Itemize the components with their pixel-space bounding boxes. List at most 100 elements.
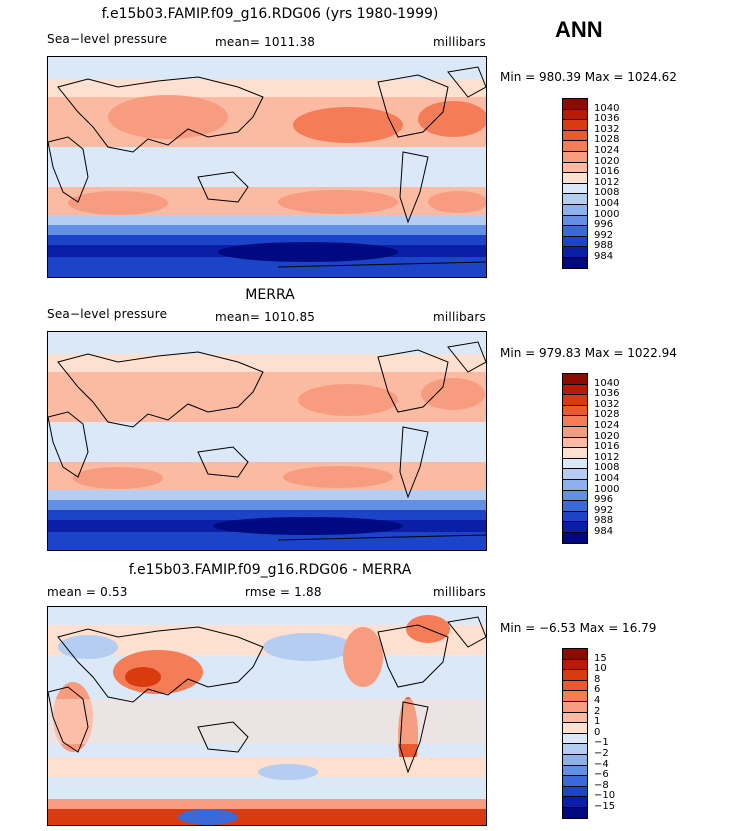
colorbar-label: 1012 bbox=[594, 451, 620, 463]
high-south-indian bbox=[73, 467, 163, 489]
high-north-atlantic bbox=[418, 101, 486, 137]
high-south-pacific bbox=[283, 466, 393, 488]
colorbar-label: 1016 bbox=[594, 166, 620, 178]
high-north-pacific bbox=[293, 107, 403, 143]
coastlines bbox=[48, 616, 486, 774]
panel3-title: f.e15b03.FAMIP.f09_g16.RDG06 - MERRA bbox=[128, 562, 412, 578]
high-south-pacific bbox=[278, 190, 398, 214]
colorbar-label: 1024 bbox=[594, 420, 620, 431]
season-label: ANN bbox=[555, 17, 603, 42]
neg-north-pacific bbox=[263, 633, 353, 661]
colorbar-label: −10 bbox=[594, 790, 616, 802]
panel3-mean-label: mean = 0.53 bbox=[47, 585, 128, 599]
colorbar-label: −4 bbox=[594, 758, 609, 770]
band-antarctica-2 bbox=[48, 809, 486, 825]
pos-tibet bbox=[125, 667, 161, 687]
high-north-pacific bbox=[298, 384, 398, 416]
colorbar-label: 992 bbox=[594, 229, 614, 241]
colorbar-swatch bbox=[562, 532, 588, 544]
panel1-mean-label: mean= 1011.38 bbox=[215, 35, 316, 49]
colorbar-label: 2 bbox=[594, 705, 601, 717]
colorbar-label: −2 bbox=[594, 748, 609, 759]
panel2-map bbox=[47, 331, 487, 551]
high-north-atlantic bbox=[421, 378, 485, 410]
colorbar-label: 4 bbox=[594, 695, 601, 706]
colorbar-label: −1 bbox=[594, 737, 609, 749]
panel1-minmax: Min = 980.39 Max = 1024.62 bbox=[500, 70, 677, 84]
colorbar-label: 988 bbox=[594, 240, 614, 252]
colorbar-label: 984 bbox=[594, 526, 614, 537]
colorbar-swatch bbox=[562, 257, 588, 269]
colorbar-label: 988 bbox=[594, 515, 614, 527]
panel2-title: MERRA bbox=[245, 287, 295, 303]
band-antarctica-1 bbox=[48, 799, 486, 809]
colorbar-label: 1040 bbox=[594, 377, 620, 389]
colorbar-label: 0 bbox=[594, 726, 601, 738]
colorbar-label: 1004 bbox=[594, 473, 620, 484]
colorbar-label: 992 bbox=[594, 504, 614, 516]
colorbar-label: 1 bbox=[594, 716, 601, 728]
colorbar-label: 1000 bbox=[594, 208, 620, 220]
colorbar-label: 1032 bbox=[594, 398, 620, 410]
coastlines bbox=[48, 341, 486, 541]
band-tropics bbox=[48, 422, 486, 462]
colorbar-label: 1000 bbox=[594, 483, 620, 495]
panel3-rmse-label: rmse = 1.88 bbox=[245, 585, 322, 599]
colorbar-label: −15 bbox=[594, 801, 616, 812]
panel2-minmax: Min = 979.83 Max = 1022.94 bbox=[500, 346, 677, 360]
band-antarctica bbox=[48, 257, 486, 277]
band-north-mid bbox=[48, 354, 486, 372]
colorbar-label: 15 bbox=[594, 652, 607, 664]
panel2-variable-label: Sea−level pressure bbox=[47, 307, 168, 321]
colorbar-label: 1024 bbox=[594, 145, 620, 156]
band-south-mid bbox=[48, 215, 486, 225]
colorbar-label: 984 bbox=[594, 251, 614, 262]
high-south-atlantic bbox=[428, 191, 486, 213]
neg-europe bbox=[58, 635, 118, 659]
panel3-minmax: Min = −6.53 Max = 16.79 bbox=[500, 621, 657, 635]
band-tropics bbox=[48, 147, 486, 187]
colorbar-label: 996 bbox=[594, 494, 614, 506]
colorbar-label: 1036 bbox=[594, 113, 620, 125]
colorbar-label: 1004 bbox=[594, 198, 620, 209]
pos-north-america bbox=[343, 627, 383, 687]
band-arctic bbox=[48, 332, 486, 354]
colorbar-label: 1008 bbox=[594, 462, 620, 474]
low-antarctic bbox=[218, 242, 398, 262]
panel2-mean-label: mean= 1010.85 bbox=[215, 310, 316, 324]
colorbar-label: −8 bbox=[594, 779, 609, 791]
high-asia bbox=[108, 95, 228, 139]
band-southern-ocean-2 bbox=[48, 235, 486, 245]
panel3-map bbox=[47, 606, 487, 826]
band-antarctica bbox=[48, 532, 486, 550]
band-arctic bbox=[48, 57, 486, 79]
band-southern-ocean-1 bbox=[48, 225, 486, 235]
band-southern-ocean-1 bbox=[48, 500, 486, 510]
band-southern-ocean-2 bbox=[48, 510, 486, 520]
panel1-title: f.e15b03.FAMIP.f09_g16.RDG06 (yrs 1980-1… bbox=[101, 6, 439, 22]
panel1-map bbox=[47, 56, 487, 278]
colorbar-label: 1040 bbox=[594, 102, 620, 114]
colorbar-label: 10 bbox=[594, 663, 607, 675]
neg-south-pacific bbox=[258, 764, 318, 780]
panel1-variable-label: Sea−level pressure bbox=[47, 32, 168, 46]
colorbar-swatch bbox=[562, 807, 588, 819]
panel2-units-label: millibars bbox=[433, 310, 486, 324]
panel3-colorbar: 15 10 8 6 4 2 1 0 −1 −2 −4 −6 −8 −10 −15 bbox=[562, 648, 662, 820]
colorbar-label: 1016 bbox=[594, 441, 620, 453]
coastlines bbox=[48, 66, 486, 268]
panel3-units-label: millibars bbox=[433, 585, 486, 599]
colorbar-label: 1028 bbox=[594, 409, 620, 421]
band-north-mid bbox=[48, 79, 486, 97]
colorbar-label: −6 bbox=[594, 769, 609, 781]
colorbar-label: 1012 bbox=[594, 176, 620, 188]
neg-antarctic bbox=[178, 809, 238, 825]
colorbar-label: 1032 bbox=[594, 123, 620, 135]
band-north-subtropical bbox=[48, 372, 486, 422]
colorbar-label: 8 bbox=[594, 673, 601, 685]
colorbar-label: 1028 bbox=[594, 134, 620, 146]
colorbar-label: 996 bbox=[594, 219, 614, 231]
colorbar-label: 1020 bbox=[594, 430, 620, 442]
band-south-mid bbox=[48, 490, 486, 500]
panel2-colorbar: 1040 1036 1032 1028 1024 1020 1016 1012 1008 1004… bbox=[562, 373, 662, 545]
